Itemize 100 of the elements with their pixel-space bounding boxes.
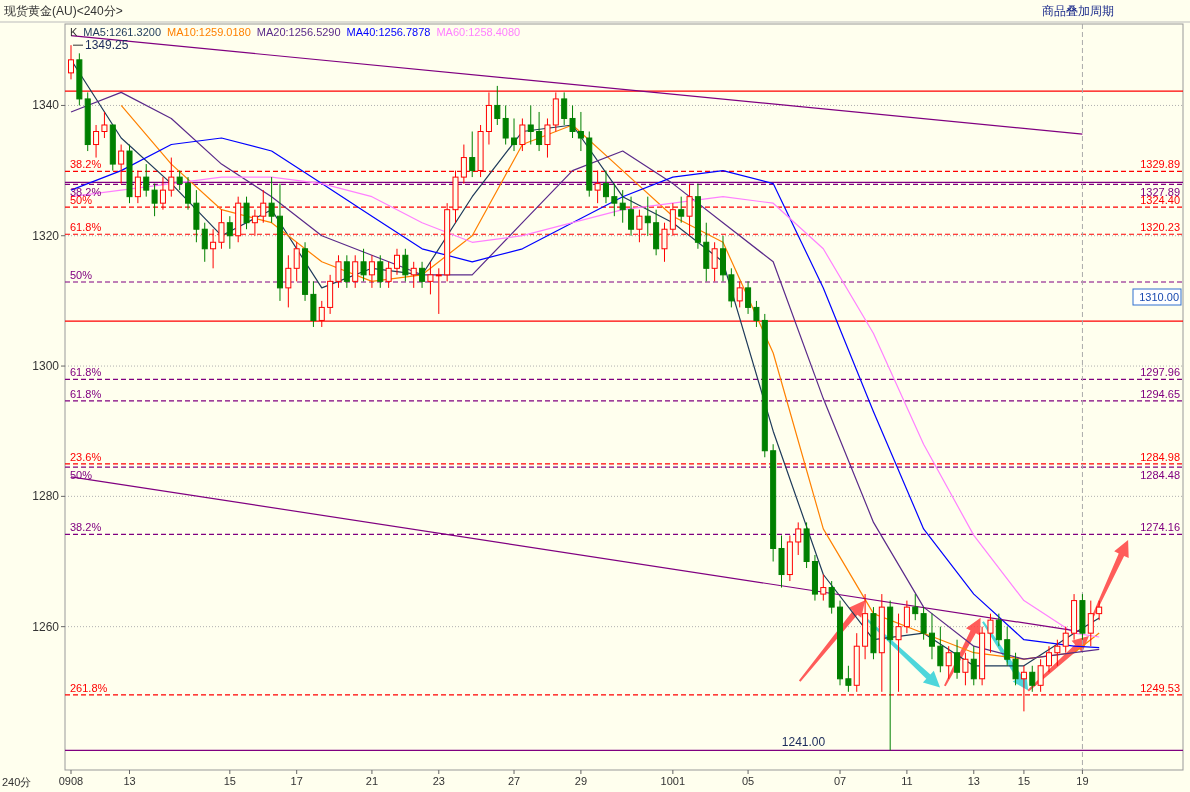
x-tick-label: 13 (967, 775, 980, 787)
candlestick (962, 652, 969, 686)
text: MA5:1261.3200 (83, 26, 162, 38)
candlestick (753, 300, 760, 328)
candlestick (937, 626, 944, 673)
annotation: 38.2% (70, 158, 102, 171)
x-tick-label: 21 (365, 775, 379, 787)
text: MA20:1256.5290 (256, 26, 341, 38)
candlestick (895, 613, 902, 693)
candlestick (419, 261, 426, 289)
candlestick (987, 613, 994, 654)
candlestick (511, 117, 518, 152)
candlestick (377, 254, 384, 289)
candlestick (243, 196, 250, 230)
candlestick (67, 44, 75, 80)
candlestick (995, 613, 1002, 647)
candlestick (101, 111, 108, 139)
x-tick-label: 0908 (58, 775, 84, 787)
candlestick (1004, 626, 1011, 667)
candlestick (352, 254, 359, 289)
candlestick (678, 196, 685, 224)
y-tick-label: 1260 (32, 619, 60, 634)
ref-line-label: 1249.53 (1140, 681, 1180, 694)
ref-line-label: 1294.65 (1140, 387, 1180, 400)
candlestick (920, 606, 927, 641)
candlestick (343, 254, 350, 289)
candlestick (293, 241, 300, 282)
x-tick-label: 17 (290, 775, 303, 787)
y-tick-label: 1280 (32, 489, 60, 504)
candlestick (536, 111, 543, 152)
candlestick (410, 261, 417, 289)
candlestick (93, 124, 100, 159)
x-tick-label: 23 (432, 775, 445, 787)
annotation: 1349.25 (85, 38, 129, 53)
candlestick (502, 104, 509, 146)
candlestick (845, 665, 852, 693)
candlestick (561, 91, 568, 126)
candlestick (402, 248, 409, 282)
candlestick (611, 183, 618, 217)
candlestick (176, 170, 183, 191)
candlestick (928, 613, 935, 660)
candlestick (494, 85, 501, 126)
text: MA60:1258.4080 (436, 26, 521, 38)
candlestick (435, 267, 442, 315)
candlestick (519, 117, 526, 152)
candlestick (285, 254, 292, 308)
candlestick (1029, 665, 1036, 693)
ref-line-label: 1274.16 (1140, 521, 1180, 534)
x-tick-label: 19 (1076, 775, 1089, 787)
annotation: K (70, 26, 78, 38)
candlestick (368, 254, 375, 289)
candlestick (577, 111, 584, 152)
candlestick (393, 248, 401, 276)
x-tick-label: 11 (901, 775, 913, 787)
candlestick (795, 521, 802, 556)
text: MA40:1256.7878 (346, 26, 431, 38)
candlestick (544, 117, 551, 159)
y-tick-label: 1340 (32, 98, 60, 113)
candlestick (1012, 652, 1019, 686)
ref-line-label: 1284.98 (1140, 450, 1180, 463)
candlestick (903, 600, 910, 634)
candlestick (1096, 600, 1103, 621)
x-tick-label: 15 (1017, 775, 1031, 787)
annotation: 23.6% (70, 450, 102, 463)
annotation: 1241.00 (781, 735, 826, 750)
candlestick (360, 248, 367, 282)
x-tick-label: 13 (123, 775, 136, 787)
x-tick-label: 15 (223, 775, 236, 787)
candlestick (619, 189, 626, 224)
candlestick (469, 131, 476, 178)
candlestick (185, 176, 192, 211)
chart-title: 现货黄金(AU)<240分> (4, 4, 123, 18)
ref-line-label: 1284.48 (1140, 469, 1180, 482)
candlestick (1087, 600, 1094, 647)
annotation: 61.8% (70, 387, 102, 400)
x-tick-label: 07 (833, 775, 847, 787)
candlestick (912, 593, 919, 621)
text: MA10:1259.0180 (167, 26, 251, 38)
text: 周期 (1090, 4, 1114, 18)
candlestick (527, 104, 534, 146)
candlestick (143, 163, 150, 198)
candlestick (1037, 658, 1044, 693)
annotation: 61.8% (70, 221, 102, 234)
x-tick-label: 1001 (660, 775, 686, 787)
candlestick (970, 645, 977, 686)
candlestick (602, 170, 609, 204)
text: 商品叠加 (1042, 4, 1090, 18)
candlestick (335, 254, 342, 289)
annotation: 38.2% (70, 521, 102, 534)
annotation: 61.8% (70, 366, 102, 379)
x-tick-label: 29 (574, 775, 588, 787)
ref-line-label: 1329.89 (1140, 158, 1180, 171)
x-tick-label: 05 (741, 775, 755, 787)
candlestick (385, 261, 392, 289)
y-tick-label: 1300 (32, 359, 60, 374)
candlestick (644, 196, 651, 237)
x-tick-label: 27 (507, 775, 521, 787)
candlestick (628, 196, 635, 237)
candlestick (268, 176, 275, 224)
annotation: 261.8% (70, 681, 108, 694)
